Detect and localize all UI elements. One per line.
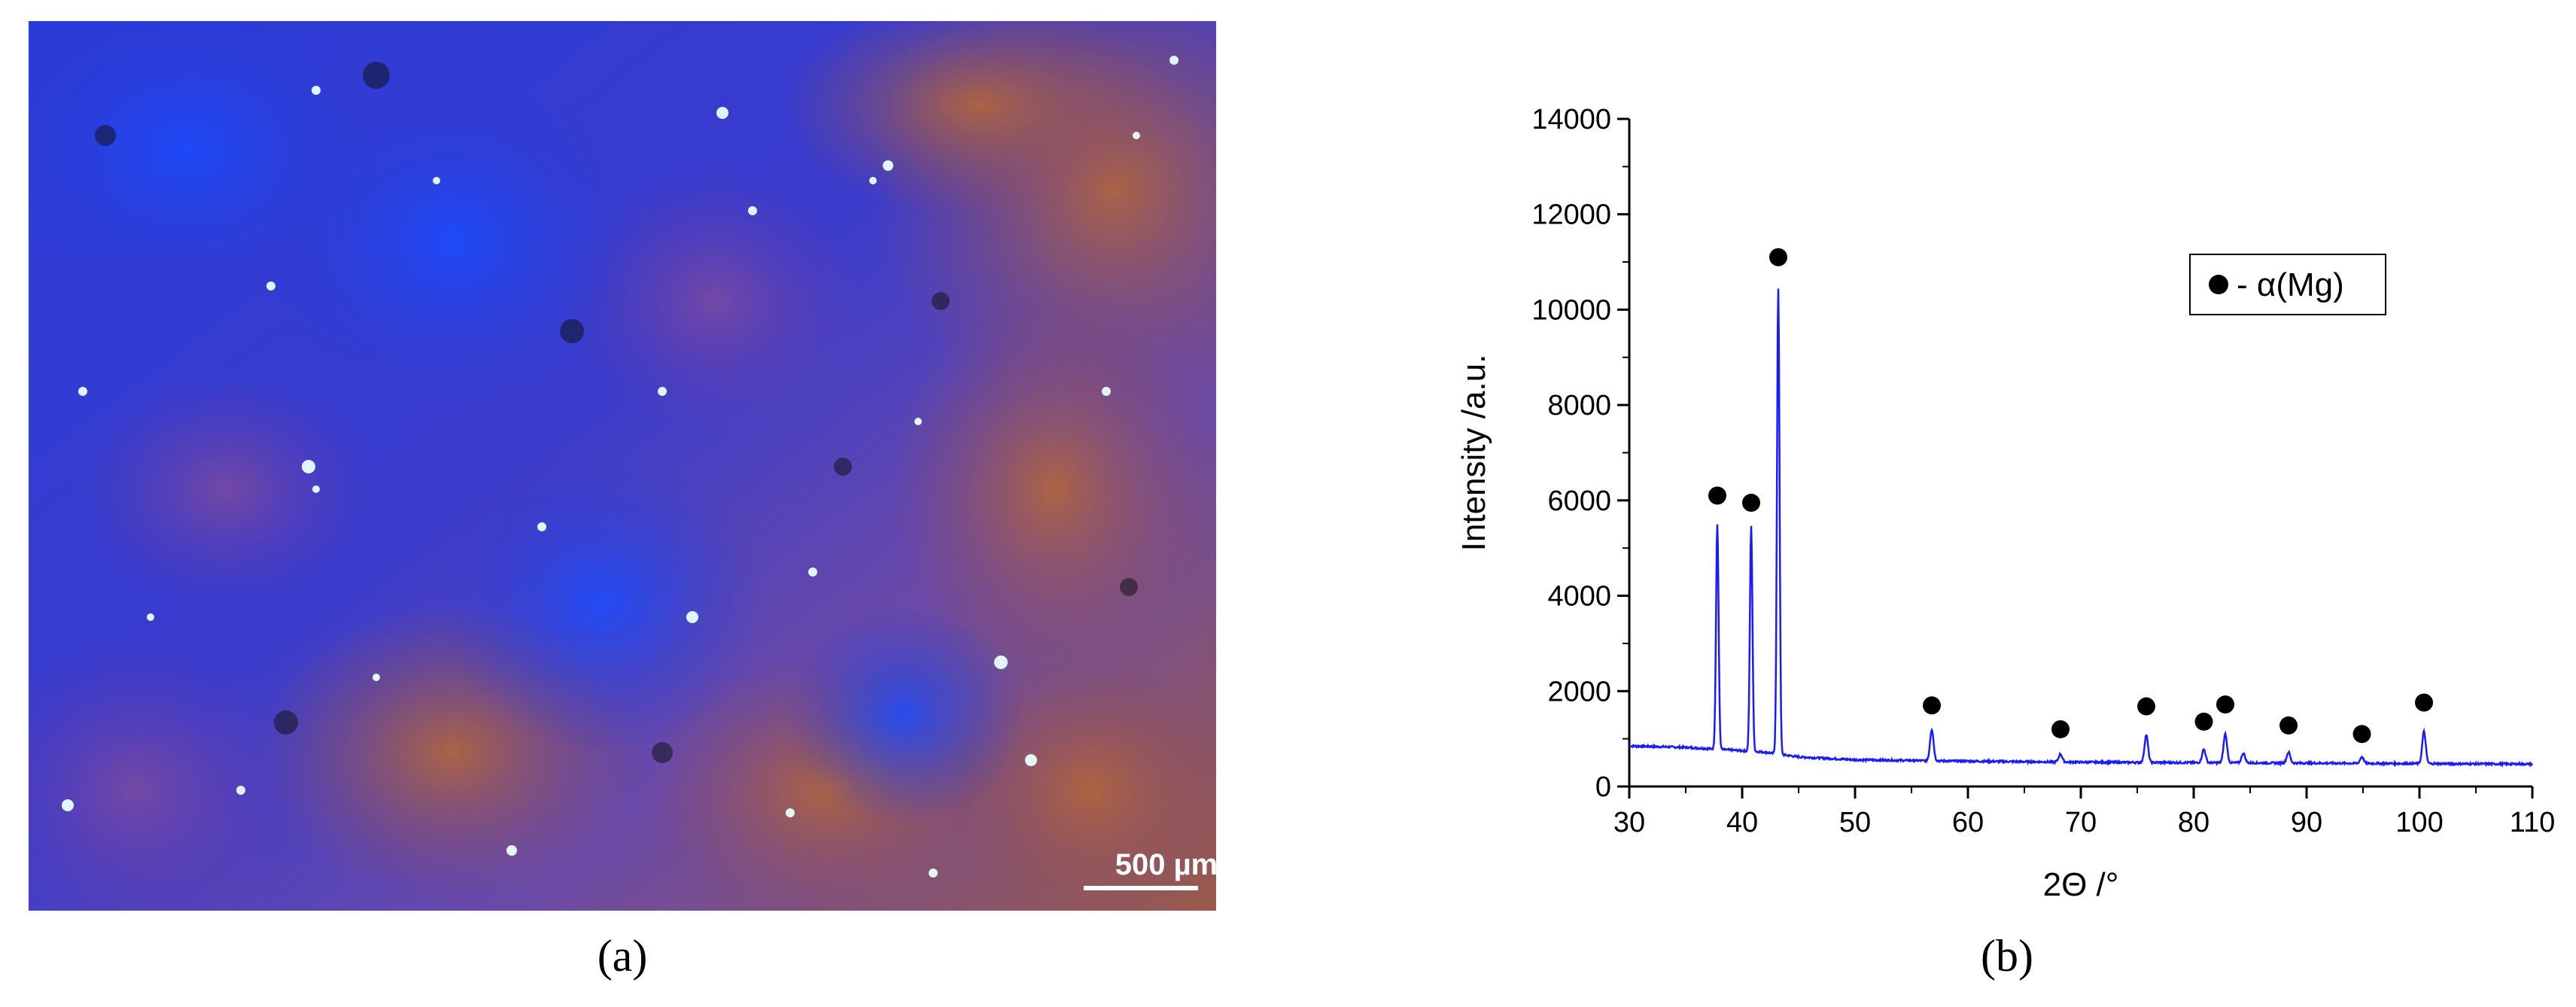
alpha-mg-peak-marker: [2137, 697, 2155, 716]
alpha-mg-peak-marker: [1742, 494, 1760, 513]
alpha-mg-peak-marker: [2216, 695, 2234, 714]
panel-b-caption: (b): [1981, 931, 2033, 981]
scale-bar-label: 500 µm: [1115, 848, 1218, 881]
y-tick-label: 6000: [1547, 485, 1611, 517]
x-tick-label: 30: [1613, 807, 1645, 838]
x-tick-label: 60: [1952, 807, 1984, 838]
legend-marker: [2209, 275, 2228, 294]
x-tick-label: 110: [2510, 807, 2556, 838]
x-tick-label: 90: [2291, 807, 2322, 838]
x-tick-label: 40: [1726, 807, 1758, 838]
alpha-mg-peak-marker: [2415, 693, 2433, 712]
y-tick-label: 2000: [1547, 676, 1611, 707]
y-tick-label: 8000: [1547, 390, 1611, 421]
micrograph-panel: 500 µm (a): [29, 21, 1218, 981]
y-tick-label: 4000: [1547, 581, 1611, 613]
x-tick-label: 70: [2065, 807, 2097, 838]
alpha-mg-peak-marker: [2194, 712, 2213, 731]
xrd-chart-panel: (b) 0 2000 4000 6000 8000 10000 12000 14000 30 40…: [1355, 0, 2576, 1007]
xrd-series-line: [1629, 288, 2534, 768]
alpha-mg-peak-marker: [1923, 696, 1941, 715]
y-tick-label: 14000: [1531, 104, 1611, 135]
panel-a-caption: (a): [598, 931, 648, 981]
y-tick-label: 10000: [1531, 294, 1611, 326]
scale-bar: 500 µm: [1084, 848, 1218, 890]
alpha-mg-peak-marker: [2352, 725, 2371, 744]
y-tick-label: 0: [1595, 771, 1611, 803]
xrd-chart: (b) 0 2000 4000 6000 8000 10000 12000 14000 30 40…: [1455, 104, 2556, 981]
y-axis-label: Intensity /a.u.: [1455, 354, 1492, 552]
y-tick-label: 12000: [1531, 199, 1611, 231]
alpha-mg-peak-marker: [2051, 720, 2070, 738]
x-tick-label: 80: [2178, 807, 2210, 838]
x-tick-label: 100: [2395, 807, 2443, 838]
legend-label: - α(Mg): [2237, 266, 2344, 303]
alpha-mg-peak-marker: [1769, 248, 1787, 266]
alpha-mg-peak-marker: [1708, 486, 1726, 505]
micrograph-image: [29, 21, 1216, 911]
x-axis-label: 2Θ /°: [2043, 866, 2119, 903]
x-tick-label: 50: [1839, 807, 1871, 838]
alpha-mg-peak-marker: [2279, 716, 2298, 735]
